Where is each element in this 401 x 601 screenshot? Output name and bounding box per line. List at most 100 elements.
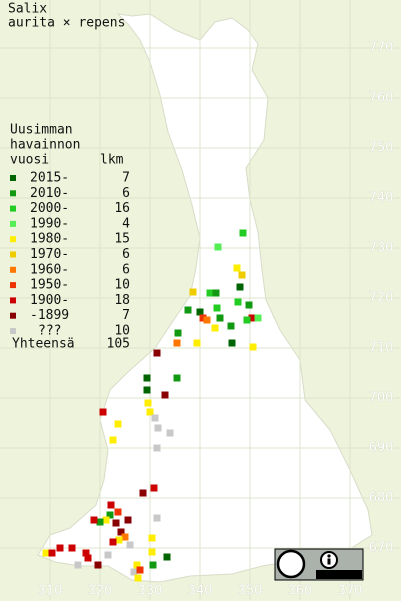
observation	[124, 516, 132, 524]
y-tick-label: 740	[369, 191, 394, 206]
y-tick-label: 750	[369, 141, 394, 156]
observation	[149, 561, 157, 569]
legend-swatch	[10, 251, 16, 258]
observation	[143, 374, 151, 382]
x-tick-label: 350	[238, 584, 263, 599]
observation	[148, 548, 156, 556]
observation	[193, 339, 201, 347]
legend-swatch	[10, 312, 16, 319]
observation	[107, 501, 115, 509]
observation	[104, 551, 112, 559]
observation	[212, 289, 220, 297]
legend-label: ???	[38, 324, 61, 339]
legend-count: 16	[114, 201, 130, 216]
x-tick-label: 340	[188, 584, 213, 599]
observation	[109, 436, 117, 444]
observation	[114, 420, 122, 428]
observation	[214, 243, 222, 251]
observation	[196, 308, 204, 316]
observation	[126, 541, 134, 549]
observation	[99, 408, 107, 416]
observation	[174, 329, 182, 337]
observation	[199, 314, 207, 322]
legend-label: 2000-	[30, 201, 69, 216]
observation	[48, 549, 56, 557]
legend-label: 2010-	[30, 186, 69, 201]
legend-swatch	[10, 220, 16, 227]
observation	[228, 339, 236, 347]
observation	[90, 516, 98, 524]
observation	[173, 374, 181, 382]
observation	[248, 314, 256, 322]
observation	[161, 391, 169, 399]
observation	[233, 264, 241, 272]
observation	[134, 574, 142, 582]
observation	[151, 414, 159, 422]
observation	[96, 518, 104, 526]
legend-total-label: Yhteensä	[12, 337, 75, 352]
observations	[42, 229, 262, 582]
observation	[203, 316, 211, 324]
observation	[227, 322, 235, 330]
legend-total: 105	[107, 337, 130, 352]
legend-swatch	[10, 297, 16, 304]
legend-label: 1950-	[30, 278, 69, 293]
observation	[106, 511, 114, 519]
y-tick-label: 760	[369, 91, 394, 106]
legend-count: 6	[122, 262, 130, 277]
legend-label: 1960-	[30, 262, 69, 277]
y-tick-label: 720	[369, 291, 394, 306]
y-tick-label: 700	[369, 391, 394, 406]
observation	[254, 314, 262, 322]
observation	[109, 538, 117, 546]
legend-heading: lkm	[100, 153, 124, 168]
legend-swatch	[10, 205, 16, 212]
labels: Salix aurita × repens Uusimman havainnon…	[8, 2, 394, 599]
x-tick-label: 330	[138, 584, 163, 599]
observation	[238, 271, 246, 279]
observation	[139, 489, 147, 497]
observation	[234, 298, 242, 306]
legend-count: 7	[122, 171, 130, 186]
observation	[154, 424, 162, 432]
observation	[148, 534, 156, 542]
legend-label: -1899	[30, 308, 69, 323]
legend-count: 18	[114, 293, 130, 308]
title: Salix	[8, 2, 47, 17]
legend-swatch	[10, 236, 16, 243]
legend-swatch	[10, 328, 16, 334]
legend-count: 4	[122, 216, 130, 231]
observation	[166, 429, 174, 437]
observation	[153, 444, 161, 452]
observation	[150, 484, 158, 492]
legend-label: 1980-	[30, 232, 69, 247]
legend-heading: Uusimman	[10, 123, 73, 138]
observation	[153, 514, 161, 522]
observation	[216, 314, 224, 322]
legend-swatch	[10, 190, 16, 197]
observation	[146, 408, 154, 416]
legend-count: 15	[114, 232, 130, 247]
observation	[84, 554, 92, 562]
legend-count: 6	[122, 247, 130, 262]
legend-label: 1990-	[30, 216, 69, 231]
legend-label: 1900-	[30, 293, 69, 308]
observation	[56, 544, 64, 552]
x-tick-label: 360	[288, 584, 313, 599]
observation	[117, 528, 125, 536]
observation	[239, 229, 247, 237]
legend-label: 1970-	[30, 247, 69, 262]
legend-count: 6	[122, 186, 130, 201]
observation	[121, 533, 129, 541]
legend-swatch	[10, 266, 16, 273]
y-tick-label: 690	[369, 441, 394, 456]
observation	[211, 324, 219, 332]
observation	[82, 549, 90, 557]
observation	[130, 568, 138, 576]
observation	[133, 561, 141, 569]
legend-count: 10	[114, 324, 130, 339]
observation	[236, 283, 244, 291]
title: aurita × repens	[8, 16, 125, 31]
